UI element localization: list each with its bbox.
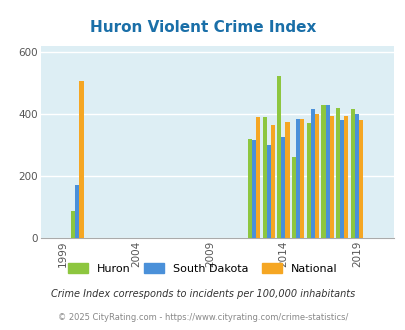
Text: Huron Violent Crime Index: Huron Violent Crime Index xyxy=(90,20,315,35)
Bar xyxy=(285,122,289,238)
Bar xyxy=(266,145,270,238)
Bar xyxy=(295,119,299,238)
Bar xyxy=(252,140,256,238)
Bar xyxy=(247,139,252,238)
Bar xyxy=(339,120,343,238)
Bar xyxy=(270,125,274,238)
Bar xyxy=(299,119,304,238)
Bar xyxy=(314,114,318,238)
Text: © 2025 CityRating.com - https://www.cityrating.com/crime-statistics/: © 2025 CityRating.com - https://www.city… xyxy=(58,313,347,322)
Bar xyxy=(343,115,347,238)
Text: Crime Index corresponds to incidents per 100,000 inhabitants: Crime Index corresponds to incidents per… xyxy=(51,289,354,299)
Bar xyxy=(335,108,339,238)
Bar xyxy=(277,76,281,238)
Bar xyxy=(329,115,333,238)
Bar xyxy=(358,120,362,238)
Bar xyxy=(306,123,310,238)
Bar xyxy=(350,110,354,238)
Bar xyxy=(281,137,285,238)
Legend: Huron, South Dakota, National: Huron, South Dakota, National xyxy=(68,263,337,274)
Bar xyxy=(262,117,266,238)
Bar xyxy=(325,105,329,238)
Bar xyxy=(79,81,83,238)
Bar xyxy=(321,105,325,238)
Bar xyxy=(310,110,314,238)
Bar xyxy=(291,157,295,238)
Bar xyxy=(256,117,260,238)
Bar xyxy=(354,114,358,238)
Bar xyxy=(75,185,79,238)
Bar xyxy=(71,211,75,238)
